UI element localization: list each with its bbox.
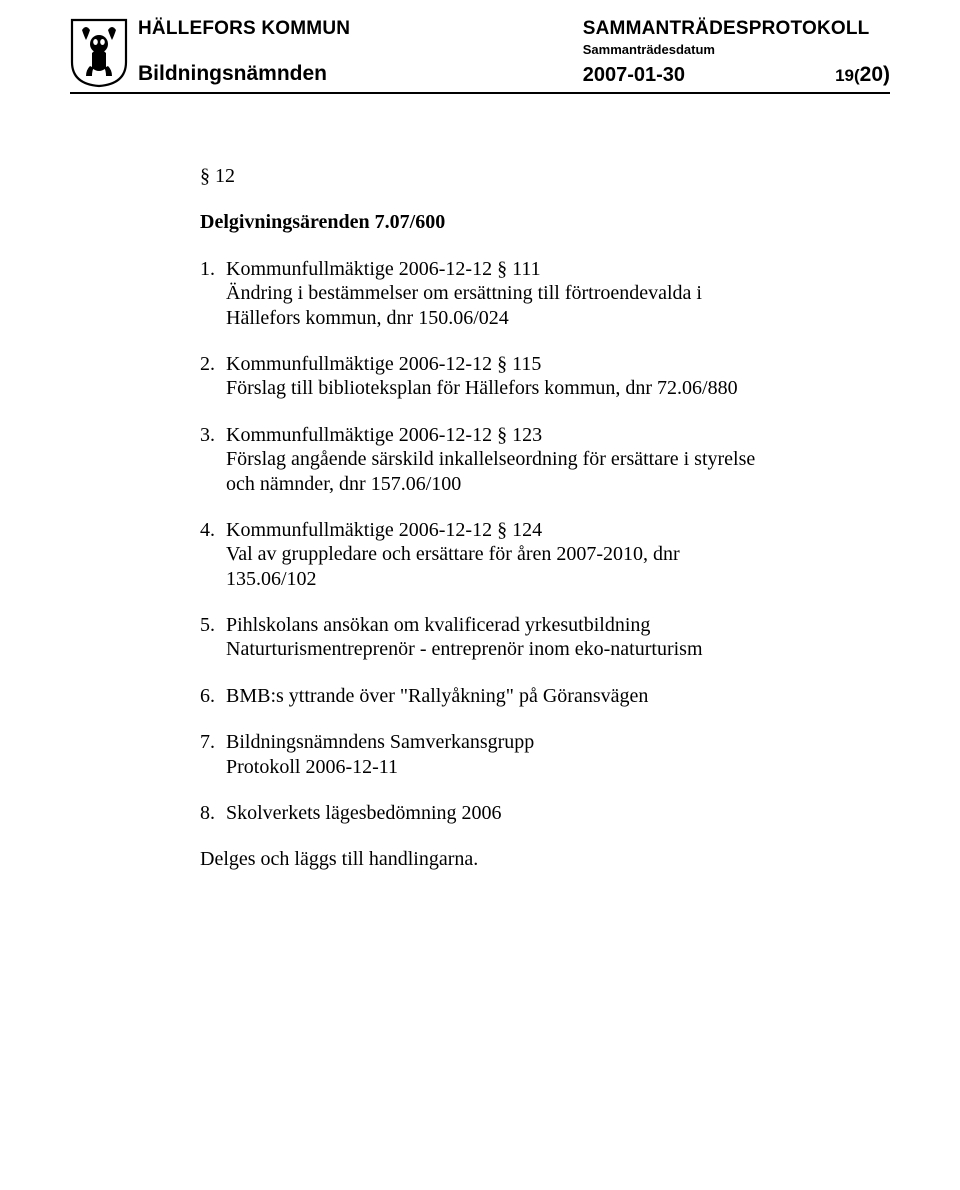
item-text: Kommunfullmäktige 2006-12-12 § 115Försla… (226, 352, 760, 401)
item-text: Pihlskolans ansökan om kvalificerad yrke… (226, 613, 760, 662)
item-text: Kommunfullmäktige 2006-12-12 § 124Val av… (226, 518, 760, 591)
item-number: 6. (200, 684, 226, 708)
meeting-date: 2007-01-30 (583, 64, 685, 87)
item-number: 8. (200, 801, 226, 825)
committee-name: Bildningsnämnden (138, 62, 350, 86)
page-current: 19( (835, 66, 860, 85)
list-item: 6. BMB:s yttrande över "Rallyåkning" på … (200, 684, 760, 708)
section-title-ref: 7.07/600 (375, 211, 446, 233)
document-body: § 12 Delgivningsärenden 7.07/600 1. Komm… (200, 164, 760, 872)
page-total: 20) (860, 63, 890, 86)
item-number: 5. (200, 613, 226, 662)
item-number: 2. (200, 352, 226, 401)
section-title: Delgivningsärenden 7.07/600 (200, 210, 760, 234)
item-text: Kommunfullmäktige 2006-12-12 § 111Ändrin… (226, 257, 760, 330)
list-item: 4. Kommunfullmäktige 2006-12-12 § 124Val… (200, 518, 760, 591)
list-item: 7. Bildningsnämndens SamverkansgruppProt… (200, 730, 760, 779)
item-number: 1. (200, 257, 226, 330)
page-number: 19(20) (835, 63, 890, 87)
item-text: Kommunfullmäktige 2006-12-12 § 123Försla… (226, 423, 760, 496)
item-number: 4. (200, 518, 226, 591)
item-text: BMB:s yttrande över "Rallyåkning" på Gör… (226, 684, 760, 708)
item-text: Bildningsnämndens SamverkansgruppProtoko… (226, 730, 760, 779)
date-label: Sammanträdesdatum (583, 42, 890, 57)
closing-text: Delges och läggs till handlingarna. (200, 847, 760, 871)
list-item: 5. Pihlskolans ansökan om kvalificerad y… (200, 613, 760, 662)
municipality-crest-icon (70, 18, 128, 88)
item-text: Skolverkets lägesbedömning 2006 (226, 801, 760, 825)
item-number: 7. (200, 730, 226, 779)
list-item: 2. Kommunfullmäktige 2006-12-12 § 115För… (200, 352, 760, 401)
document-title: SAMMANTRÄDESPROTOKOLL (583, 18, 890, 40)
list-item: 1. Kommunfullmäktige 2006-12-12 § 111Änd… (200, 257, 760, 330)
org-name: HÄLLEFORS KOMMUN (138, 18, 350, 40)
list-item: 8. Skolverkets lägesbedömning 2006 (200, 801, 760, 825)
item-number: 3. (200, 423, 226, 496)
section-number: § 12 (200, 164, 760, 188)
document-header: HÄLLEFORS KOMMUN Bildningsnämnden SAMMAN… (70, 18, 890, 94)
list-item: 3. Kommunfullmäktige 2006-12-12 § 123För… (200, 423, 760, 496)
items-list: 1. Kommunfullmäktige 2006-12-12 § 111Änd… (200, 257, 760, 826)
section-title-text: Delgivningsärenden (200, 211, 370, 233)
